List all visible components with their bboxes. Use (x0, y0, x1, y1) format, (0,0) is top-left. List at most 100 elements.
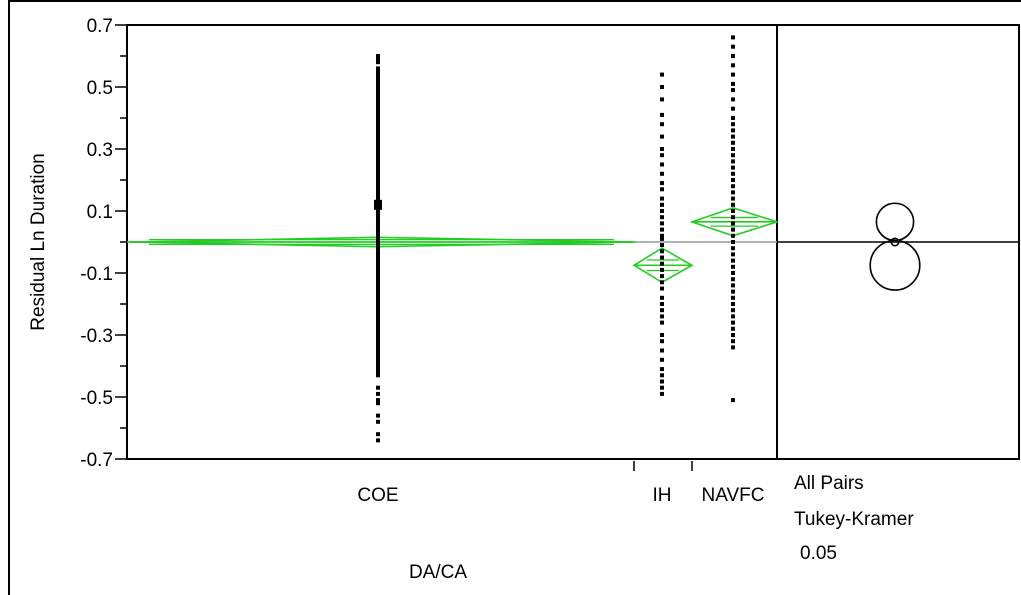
data-point (660, 385, 664, 390)
data-point (376, 401, 380, 406)
data-point (660, 227, 664, 232)
data-point (731, 171, 735, 176)
data-point (731, 295, 735, 300)
data-point (376, 264, 380, 269)
data-point (660, 339, 664, 344)
data-point (731, 233, 735, 238)
data-point (731, 122, 735, 127)
data-point (376, 391, 380, 396)
data-point (731, 196, 735, 201)
data-point (376, 94, 380, 99)
data-point (731, 190, 735, 195)
data-point (660, 202, 664, 207)
data-point (731, 202, 735, 207)
y-tick-label: -0.3 (80, 326, 113, 347)
data-point (376, 174, 380, 179)
data-point (376, 227, 380, 232)
data-point (731, 258, 735, 263)
data-point (660, 147, 664, 151)
data-point (376, 336, 380, 341)
data-point (376, 438, 380, 443)
data-point (376, 354, 380, 359)
data-point (660, 320, 664, 325)
data-point (376, 271, 380, 275)
data-point (376, 112, 380, 117)
data-point (660, 236, 664, 241)
data-point (376, 100, 380, 105)
data-point (376, 302, 380, 306)
data-point (660, 122, 664, 127)
data-point (376, 119, 380, 124)
data-point (660, 153, 664, 158)
y-axis-title: Residual Ln Duration (28, 153, 49, 330)
data-point (376, 196, 380, 201)
data-point (731, 44, 735, 49)
data-point (731, 240, 735, 244)
data-point (376, 261, 380, 266)
data-point (376, 277, 380, 282)
data-point (660, 261, 664, 266)
data-point (731, 246, 735, 251)
data-point (376, 57, 380, 62)
data-point (376, 342, 380, 347)
data-point (376, 109, 380, 114)
y-tick-label: -0.5 (80, 388, 113, 409)
data-point (731, 326, 735, 331)
data-point (731, 277, 735, 282)
data-point (660, 391, 664, 396)
data-point (376, 116, 380, 120)
data-point (660, 308, 664, 313)
data-point (660, 187, 664, 192)
data-point (731, 264, 735, 269)
data-point (376, 218, 380, 223)
data-point (376, 283, 380, 288)
data-point (376, 137, 380, 142)
data-point (731, 106, 735, 111)
data-point (376, 240, 380, 244)
data-point (660, 348, 664, 353)
comparison-label: 0.05 (800, 543, 837, 564)
data-point (660, 72, 664, 77)
data-point (731, 209, 735, 213)
data-point (376, 348, 380, 353)
data-point (376, 181, 380, 186)
data-point (376, 168, 380, 173)
y-tick-label: 0.1 (87, 202, 113, 223)
data-point (731, 88, 735, 93)
comparison-circle (875, 202, 915, 242)
data-point (660, 373, 664, 378)
data-point (376, 280, 380, 285)
data-point (731, 159, 735, 164)
data-point (376, 367, 380, 372)
data-point (376, 357, 380, 362)
data-point (660, 162, 664, 167)
data-point (660, 280, 664, 285)
data-point (660, 196, 664, 201)
data-point (376, 308, 380, 313)
data-point (376, 364, 380, 368)
data-point (660, 221, 664, 226)
data-point (376, 54, 380, 58)
data-point (376, 159, 380, 164)
data-point (376, 314, 380, 319)
data-point (376, 171, 380, 176)
data-point (376, 320, 380, 325)
data-point (376, 103, 380, 108)
data-point (376, 292, 380, 297)
data-point (376, 370, 380, 375)
data-point (376, 128, 380, 133)
data-point (376, 323, 380, 328)
data-point (731, 271, 735, 275)
data-point (731, 97, 735, 102)
comparison-circle (869, 239, 921, 291)
data-point (376, 212, 380, 217)
data-point (376, 143, 380, 148)
data-point (376, 147, 380, 151)
data-point (376, 345, 380, 350)
data-point (376, 385, 380, 390)
data-point (376, 305, 380, 310)
data-point (376, 215, 380, 220)
data-point (376, 243, 380, 248)
data-point (376, 329, 380, 334)
data-point (660, 333, 664, 337)
